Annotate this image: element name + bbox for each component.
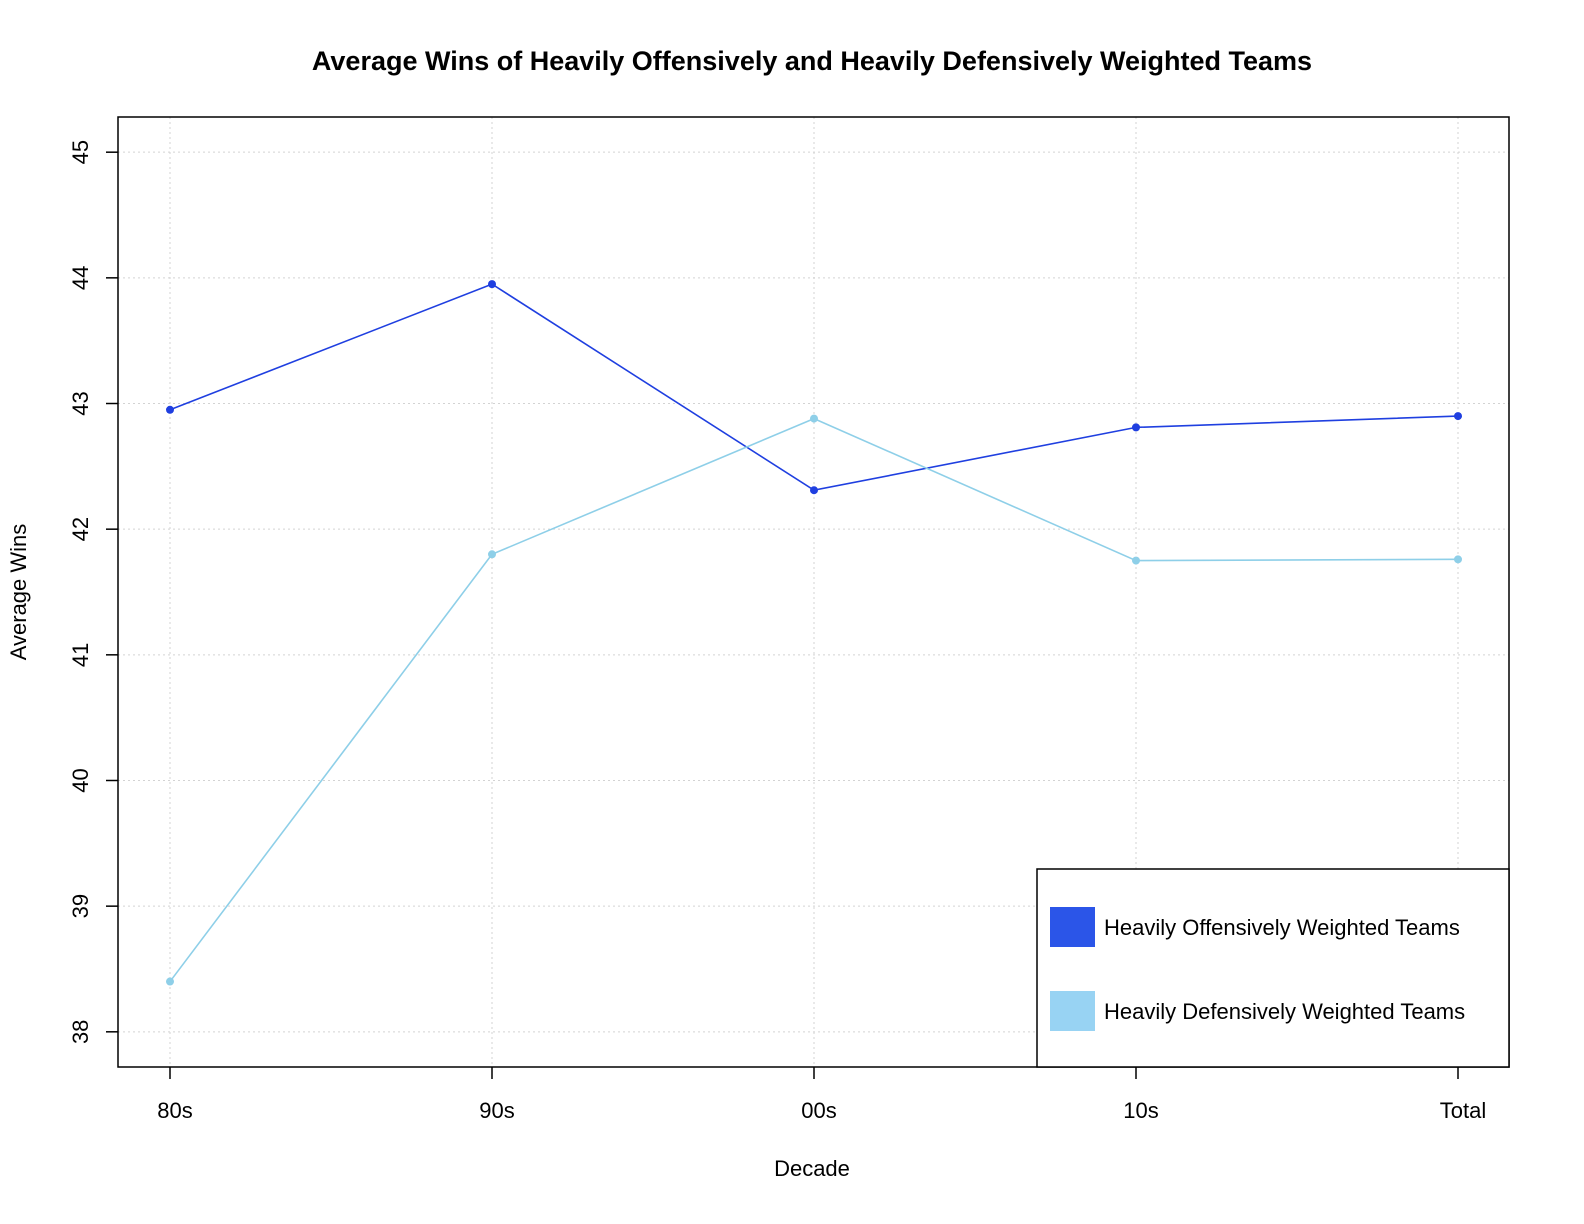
- data-point: [810, 414, 818, 423]
- legend-label: Heavily Defensively Weighted Teams: [1104, 999, 1465, 1024]
- y-axis-label: Average Wins: [6, 524, 31, 661]
- data-point: [1132, 556, 1140, 565]
- data-point: [166, 405, 174, 414]
- x-axis-label: Decade: [774, 1156, 850, 1181]
- y-tick-label: 42: [68, 517, 93, 541]
- data-point: [166, 977, 174, 986]
- data-point: [810, 486, 818, 495]
- series-2: [166, 414, 1462, 986]
- data-point: [1454, 555, 1462, 564]
- x-tick-label: 80s: [157, 1098, 192, 1123]
- x-tick-label: Total: [1440, 1098, 1486, 1123]
- x-tick-label: 10s: [1123, 1098, 1158, 1123]
- y-tick-label: 45: [68, 140, 93, 164]
- y-tick-label: 44: [68, 266, 93, 290]
- x-tick-label: 00s: [801, 1098, 836, 1123]
- y-axis: 38 39 40 41 42 43 44 45: [68, 140, 118, 1044]
- series-1: [166, 280, 1462, 495]
- data-point: [1132, 423, 1140, 432]
- data-point: [1454, 412, 1462, 421]
- legend-swatch: [1050, 907, 1095, 947]
- legend-swatch: [1050, 991, 1095, 1031]
- chart-title: Average Wins of Heavily Offensively and …: [312, 46, 1312, 76]
- y-tick-label: 41: [68, 643, 93, 667]
- series-layer: [166, 280, 1462, 986]
- data-point: [488, 550, 496, 559]
- legend-box: [1036, 868, 1510, 1068]
- y-tick-label: 43: [68, 391, 93, 415]
- y-tick-label: 38: [68, 1020, 93, 1044]
- legend-label: Heavily Offensively Weighted Teams: [1104, 915, 1460, 940]
- y-tick-label: 39: [68, 894, 93, 918]
- legend: Heavily Offensively Weighted Teams Heavil…: [1036, 868, 1510, 1068]
- x-axis: 80s 90s 00s 10s Total: [157, 1067, 1486, 1123]
- x-tick-label: 90s: [479, 1098, 514, 1123]
- y-tick-label: 40: [68, 768, 93, 792]
- data-point: [488, 280, 496, 289]
